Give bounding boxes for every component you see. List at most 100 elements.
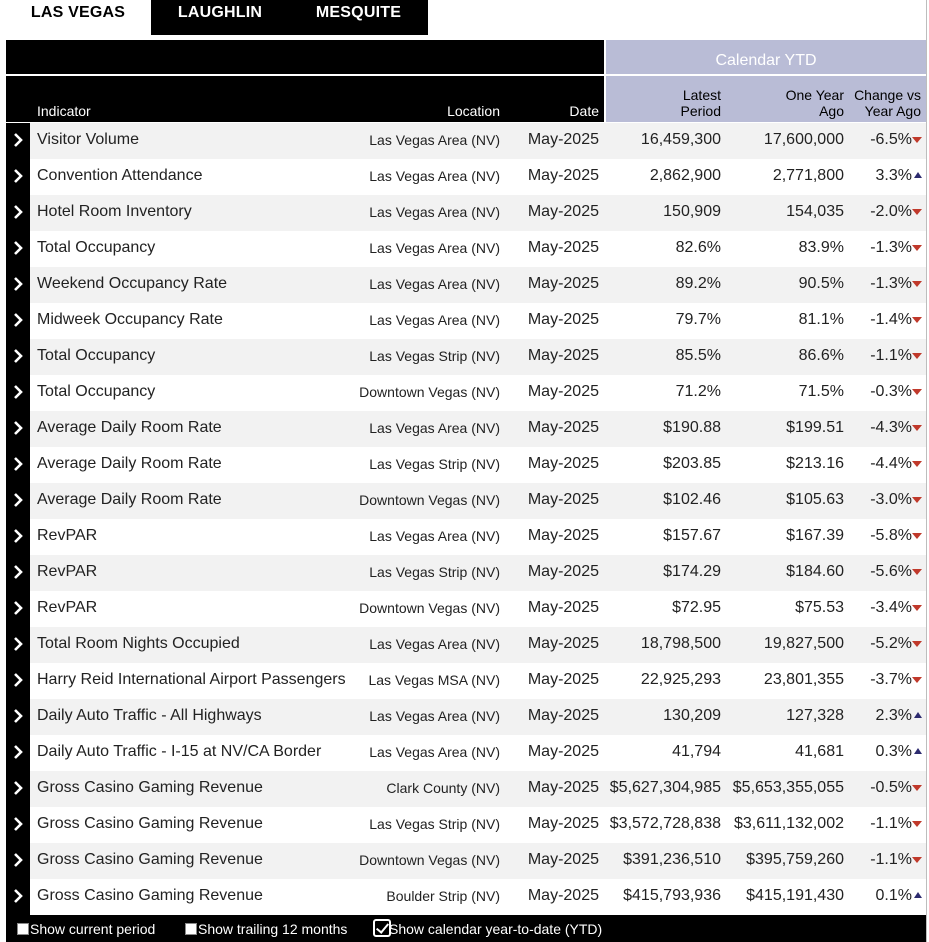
table-row: Daily Auto Traffic - I-15 at NV/CA Borde…	[6, 735, 926, 771]
expand-row-button[interactable]	[6, 627, 30, 663]
column-headers: Indicator Location Date	[6, 76, 604, 122]
option-current-period[interactable]: Show current period	[17, 921, 155, 937]
expand-row-button[interactable]	[6, 555, 30, 591]
latest-period-value: $415,793,936	[623, 887, 721, 904]
location: Las Vegas Area (NV)	[369, 168, 500, 184]
header-change-vs-year-ago[interactable]: Change vs Year Ago	[854, 87, 921, 119]
option-calendar-ytd[interactable]: Show calendar year-to-date (YTD)	[373, 918, 603, 937]
checkbox-current-period[interactable]	[17, 923, 29, 935]
trend-down-icon	[912, 533, 922, 539]
date: May-2025	[527, 707, 599, 724]
date: May-2025	[527, 779, 599, 796]
trend-down-icon	[912, 461, 922, 467]
table-row: Total Occupancy Las Vegas Area (NV) May-…	[6, 231, 926, 267]
table-row: Average Daily Room Rate Las Vegas Area (…	[6, 411, 926, 447]
table-row: Midweek Occupancy Rate Las Vegas Area (N…	[6, 303, 926, 339]
one-year-ago-value: 19,827,500	[763, 635, 844, 652]
location: Las Vegas Area (NV)	[369, 420, 500, 436]
checkbox-calendar-ytd[interactable]	[373, 918, 391, 937]
header-latest-line2: Period	[680, 103, 721, 119]
expand-row-button[interactable]	[6, 267, 30, 303]
table-row: Average Daily Room Rate Downtown Vegas (…	[6, 483, 926, 519]
one-year-ago-value: 83.9%	[798, 239, 844, 256]
latest-period-value: 130,209	[663, 707, 721, 724]
checkbox-trailing-12-months[interactable]	[185, 923, 197, 935]
location: Las Vegas MSA (NV)	[368, 672, 500, 688]
expand-row-button[interactable]	[6, 735, 30, 771]
expand-row-button[interactable]	[6, 303, 30, 339]
indicator-name: Total Room Nights Occupied	[37, 635, 240, 652]
location: Las Vegas Area (NV)	[369, 528, 500, 544]
chevron-right-icon	[14, 205, 23, 219]
indicator-name: Hotel Room Inventory	[37, 203, 192, 220]
indicator-name: Total Occupancy	[37, 239, 156, 256]
expand-row-button[interactable]	[6, 483, 30, 519]
location: Downtown Vegas (NV)	[359, 852, 500, 868]
region-tabs: LAS VEGAS LAUGHLIN MESQUITE	[5, 0, 428, 35]
expand-row-button[interactable]	[6, 699, 30, 735]
date: May-2025	[527, 239, 599, 256]
chevron-right-icon	[14, 277, 23, 291]
expand-row-button[interactable]	[6, 843, 30, 879]
location: Las Vegas Area (NV)	[369, 204, 500, 220]
calendar-ytd-label: Calendar YTD	[715, 52, 817, 69]
expand-row-button[interactable]	[6, 339, 30, 375]
one-year-ago-value: 2,771,800	[772, 167, 844, 184]
latest-period-value: 150,909	[663, 203, 721, 220]
date: May-2025	[527, 635, 599, 652]
indicator-name: Harry Reid International Airport Passeng…	[37, 671, 346, 688]
expand-row-button[interactable]	[6, 447, 30, 483]
option-ytd-label: Show calendar year-to-date (YTD)	[389, 921, 603, 937]
table-row: Daily Auto Traffic - All Highways Las Ve…	[6, 699, 926, 735]
expand-row-button[interactable]	[6, 879, 30, 915]
expand-row-button[interactable]	[6, 195, 30, 231]
change-value: -5.8%	[870, 527, 912, 544]
expand-row-button[interactable]	[6, 123, 30, 159]
change-value: -4.4%	[870, 455, 912, 472]
header-indicator[interactable]: Indicator	[37, 103, 91, 119]
expand-row-button[interactable]	[6, 771, 30, 807]
latest-period-value: $3,572,728,838	[609, 815, 721, 832]
expand-row-button[interactable]	[6, 159, 30, 195]
one-year-ago-value: $415,191,430	[746, 887, 844, 904]
tab-mesquite[interactable]: MESQUITE	[289, 0, 428, 35]
one-year-ago-value: $105.63	[786, 491, 844, 508]
indicator-name: Weekend Occupancy Rate	[37, 275, 228, 292]
expand-row-button[interactable]	[6, 519, 30, 555]
tab-laughlin[interactable]: LAUGHLIN	[151, 0, 289, 35]
date: May-2025	[527, 167, 599, 184]
expand-row-button[interactable]	[6, 591, 30, 627]
indicator-name: RevPAR	[37, 563, 98, 580]
trend-down-icon	[912, 497, 922, 503]
location: Las Vegas Area (NV)	[369, 312, 500, 328]
latest-period-value: 22,925,293	[640, 671, 721, 688]
change-value: -3.0%	[870, 491, 912, 508]
chevron-right-icon	[14, 421, 23, 435]
option-current-period-label: Show current period	[30, 921, 156, 937]
location: Las Vegas Strip (NV)	[369, 348, 500, 364]
chevron-right-icon	[14, 457, 23, 471]
one-year-ago-value: 41,681	[795, 743, 844, 760]
expand-row-button[interactable]	[6, 663, 30, 699]
option-trailing-12-months[interactable]: Show trailing 12 months	[185, 921, 347, 937]
latest-period-value: 82.6%	[675, 239, 721, 256]
header-location[interactable]: Location	[447, 103, 500, 119]
change-value: -6.5%	[870, 131, 912, 148]
expand-row-button[interactable]	[6, 375, 30, 411]
expand-row-button[interactable]	[6, 231, 30, 267]
trend-down-icon	[912, 137, 922, 143]
chevron-right-icon	[14, 817, 23, 831]
change-value: -1.1%	[870, 851, 912, 868]
change-value: 0.3%	[875, 743, 912, 760]
chevron-right-icon	[14, 241, 23, 255]
header-date[interactable]: Date	[569, 103, 599, 119]
header-latest-period[interactable]: Latest Period	[681, 87, 721, 119]
trend-down-icon	[912, 209, 922, 215]
panel-border	[926, 0, 927, 942]
header-one-year-ago[interactable]: One Year Ago	[786, 87, 844, 119]
table-row: Total Occupancy Las Vegas Strip (NV) May…	[6, 339, 926, 375]
expand-row-button[interactable]	[6, 807, 30, 843]
change-value: -4.3%	[870, 419, 912, 436]
tab-las-vegas[interactable]: LAS VEGAS	[5, 0, 151, 35]
expand-row-button[interactable]	[6, 411, 30, 447]
